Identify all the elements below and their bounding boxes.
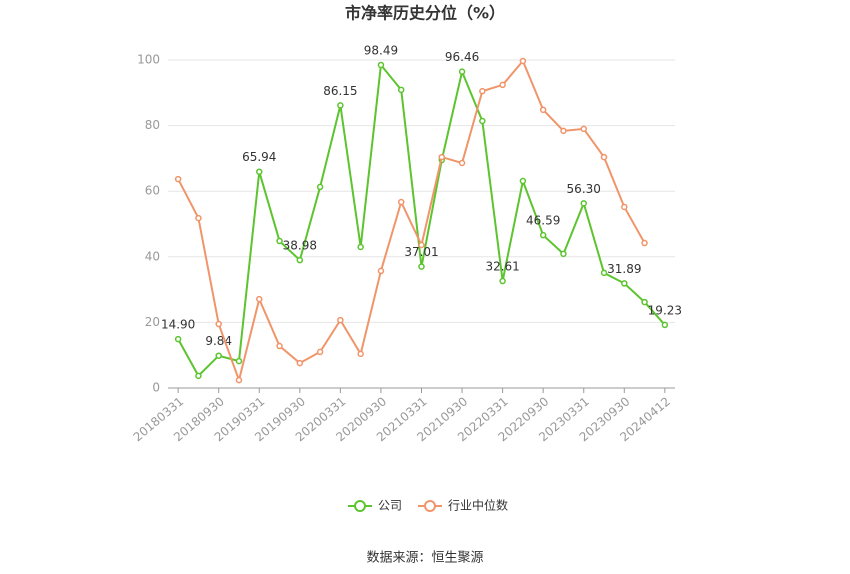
point xyxy=(337,102,344,109)
legend-label: 公司 xyxy=(378,499,402,513)
point xyxy=(296,359,304,367)
point xyxy=(621,203,628,211)
legend-marker xyxy=(424,500,436,512)
series-line xyxy=(177,59,646,384)
point xyxy=(580,200,587,207)
point xyxy=(256,168,263,175)
point xyxy=(539,231,547,239)
point xyxy=(600,269,608,277)
point xyxy=(458,68,466,75)
point xyxy=(661,321,669,329)
data-label: 9.84 xyxy=(205,334,232,348)
point xyxy=(397,198,405,206)
point xyxy=(580,125,587,133)
point xyxy=(621,280,628,287)
point xyxy=(519,177,527,185)
data-label: 65.94 xyxy=(242,150,276,164)
point xyxy=(215,320,222,328)
point xyxy=(195,214,202,222)
point xyxy=(296,256,304,264)
y-tick-label: 60 xyxy=(145,184,160,198)
point xyxy=(195,372,202,380)
data-label: 46.59 xyxy=(526,214,560,228)
point xyxy=(316,183,324,191)
data-label: 32.61 xyxy=(485,260,519,274)
chart-title: 市净率历史分位（%） xyxy=(345,4,505,23)
point xyxy=(641,298,648,306)
data-label: 56.30 xyxy=(567,182,601,196)
y-tick-label: 40 xyxy=(145,249,160,263)
data-label: 31.89 xyxy=(607,262,641,276)
point xyxy=(256,295,263,303)
y-tick-label: 20 xyxy=(145,315,160,329)
point xyxy=(539,106,547,114)
point xyxy=(377,267,385,275)
point xyxy=(357,243,364,251)
point xyxy=(418,241,425,249)
point xyxy=(276,342,283,350)
point xyxy=(499,277,506,285)
point xyxy=(174,335,182,343)
point xyxy=(499,81,506,89)
data-label: 19.23 xyxy=(648,303,682,317)
point xyxy=(519,57,527,65)
data-label: 86.15 xyxy=(323,84,357,98)
legend-label: 行业中位数 xyxy=(448,498,508,513)
point xyxy=(337,316,344,324)
point xyxy=(438,153,446,161)
point xyxy=(479,117,486,125)
y-tick-label: 100 xyxy=(137,53,160,67)
point xyxy=(397,86,405,94)
y-tick-label: 80 xyxy=(145,118,160,132)
point xyxy=(276,237,283,245)
point xyxy=(479,87,486,95)
point xyxy=(357,350,364,358)
point xyxy=(600,153,608,161)
y-tick-label: 0 xyxy=(152,381,160,395)
data-label: 38.98 xyxy=(283,239,317,253)
data-label: 96.46 xyxy=(445,50,479,64)
point xyxy=(235,357,243,365)
data-label: 37.01 xyxy=(404,245,438,259)
point xyxy=(641,239,648,247)
data-label: 14.90 xyxy=(161,318,195,332)
point xyxy=(560,127,567,135)
point xyxy=(174,175,182,183)
source: 数据来源：恒生聚源 xyxy=(366,551,483,566)
point xyxy=(418,263,425,270)
point xyxy=(215,352,222,359)
point xyxy=(377,61,385,69)
point xyxy=(235,376,243,384)
data-label: 98.49 xyxy=(364,43,398,57)
point xyxy=(458,159,466,167)
point xyxy=(560,250,567,258)
point xyxy=(316,348,324,356)
legend-marker xyxy=(354,500,366,512)
